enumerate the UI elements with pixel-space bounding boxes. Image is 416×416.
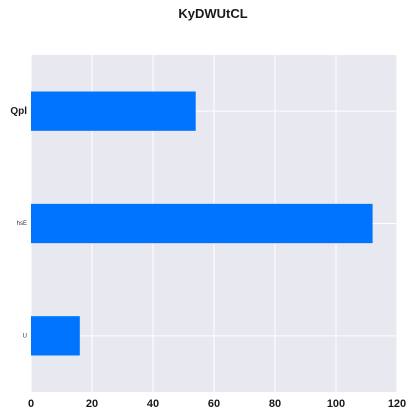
x-tick-label: 40 xyxy=(147,398,159,410)
category-labels: Qpl hsE U xyxy=(10,106,27,340)
bar xyxy=(31,203,373,244)
category-label: U xyxy=(23,333,27,339)
x-tick-label: 120 xyxy=(388,398,406,410)
x-tick-label: 80 xyxy=(269,398,281,410)
chart-title: KyDWUtCL xyxy=(178,6,247,21)
x-tick-label: 100 xyxy=(327,398,345,410)
category-label: hsE xyxy=(17,221,27,227)
bar xyxy=(31,91,196,131)
x-tick-labels: 0 20 40 60 80 100 120 xyxy=(28,398,406,410)
x-tick-label: 0 xyxy=(28,398,34,410)
category-label: Qpl xyxy=(10,106,27,117)
bar xyxy=(31,316,80,356)
bars-group xyxy=(31,91,373,356)
x-tick-label: 60 xyxy=(208,398,220,410)
x-tick-label: 20 xyxy=(86,398,98,410)
